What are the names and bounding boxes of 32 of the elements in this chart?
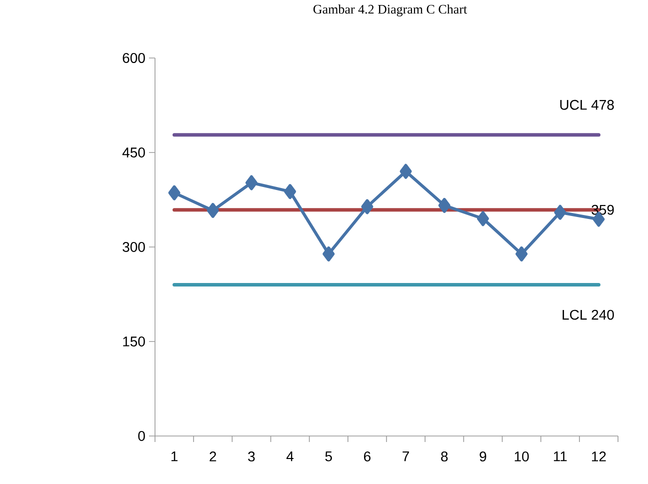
- x-tick-label: 8: [441, 452, 448, 462]
- point: [554, 204, 566, 220]
- point: [361, 199, 374, 214]
- x-tick-label: 9: [480, 452, 486, 462]
- x-tick-label: 4: [286, 452, 294, 462]
- point: [516, 246, 528, 262]
- y-tick-label: 600: [122, 53, 145, 63]
- point: [206, 202, 219, 218]
- y-tick-label: 450: [122, 148, 145, 158]
- point: [245, 175, 258, 190]
- x-tick-label: 10: [514, 452, 529, 462]
- x-tick-label: 3: [248, 452, 255, 462]
- ref-line-label: 359: [592, 204, 614, 215]
- x-tick-label: 1: [171, 452, 178, 462]
- x-tick-label: 2: [210, 452, 216, 462]
- x-tick-label: 7: [402, 452, 409, 462]
- ref-line-label: UCL 478: [560, 100, 614, 110]
- y-tick-label: 150: [123, 336, 145, 346]
- y-tick-label: 300: [122, 242, 145, 252]
- x-tick-label: 11: [554, 452, 567, 462]
- chart-title: Gambar 4.2 Diagram C Chart: [313, 4, 468, 16]
- point: [400, 164, 412, 179]
- point: [476, 211, 489, 226]
- ref-line-label: LCL 240: [562, 310, 614, 320]
- point: [322, 246, 335, 262]
- x-tick-label: 5: [325, 452, 332, 462]
- x-tick-label: 12: [592, 452, 606, 462]
- y-tick-label: 0: [138, 431, 145, 441]
- point: [168, 185, 180, 200]
- point: [438, 198, 450, 213]
- point: [284, 184, 296, 200]
- x-tick-label: 6: [364, 452, 370, 462]
